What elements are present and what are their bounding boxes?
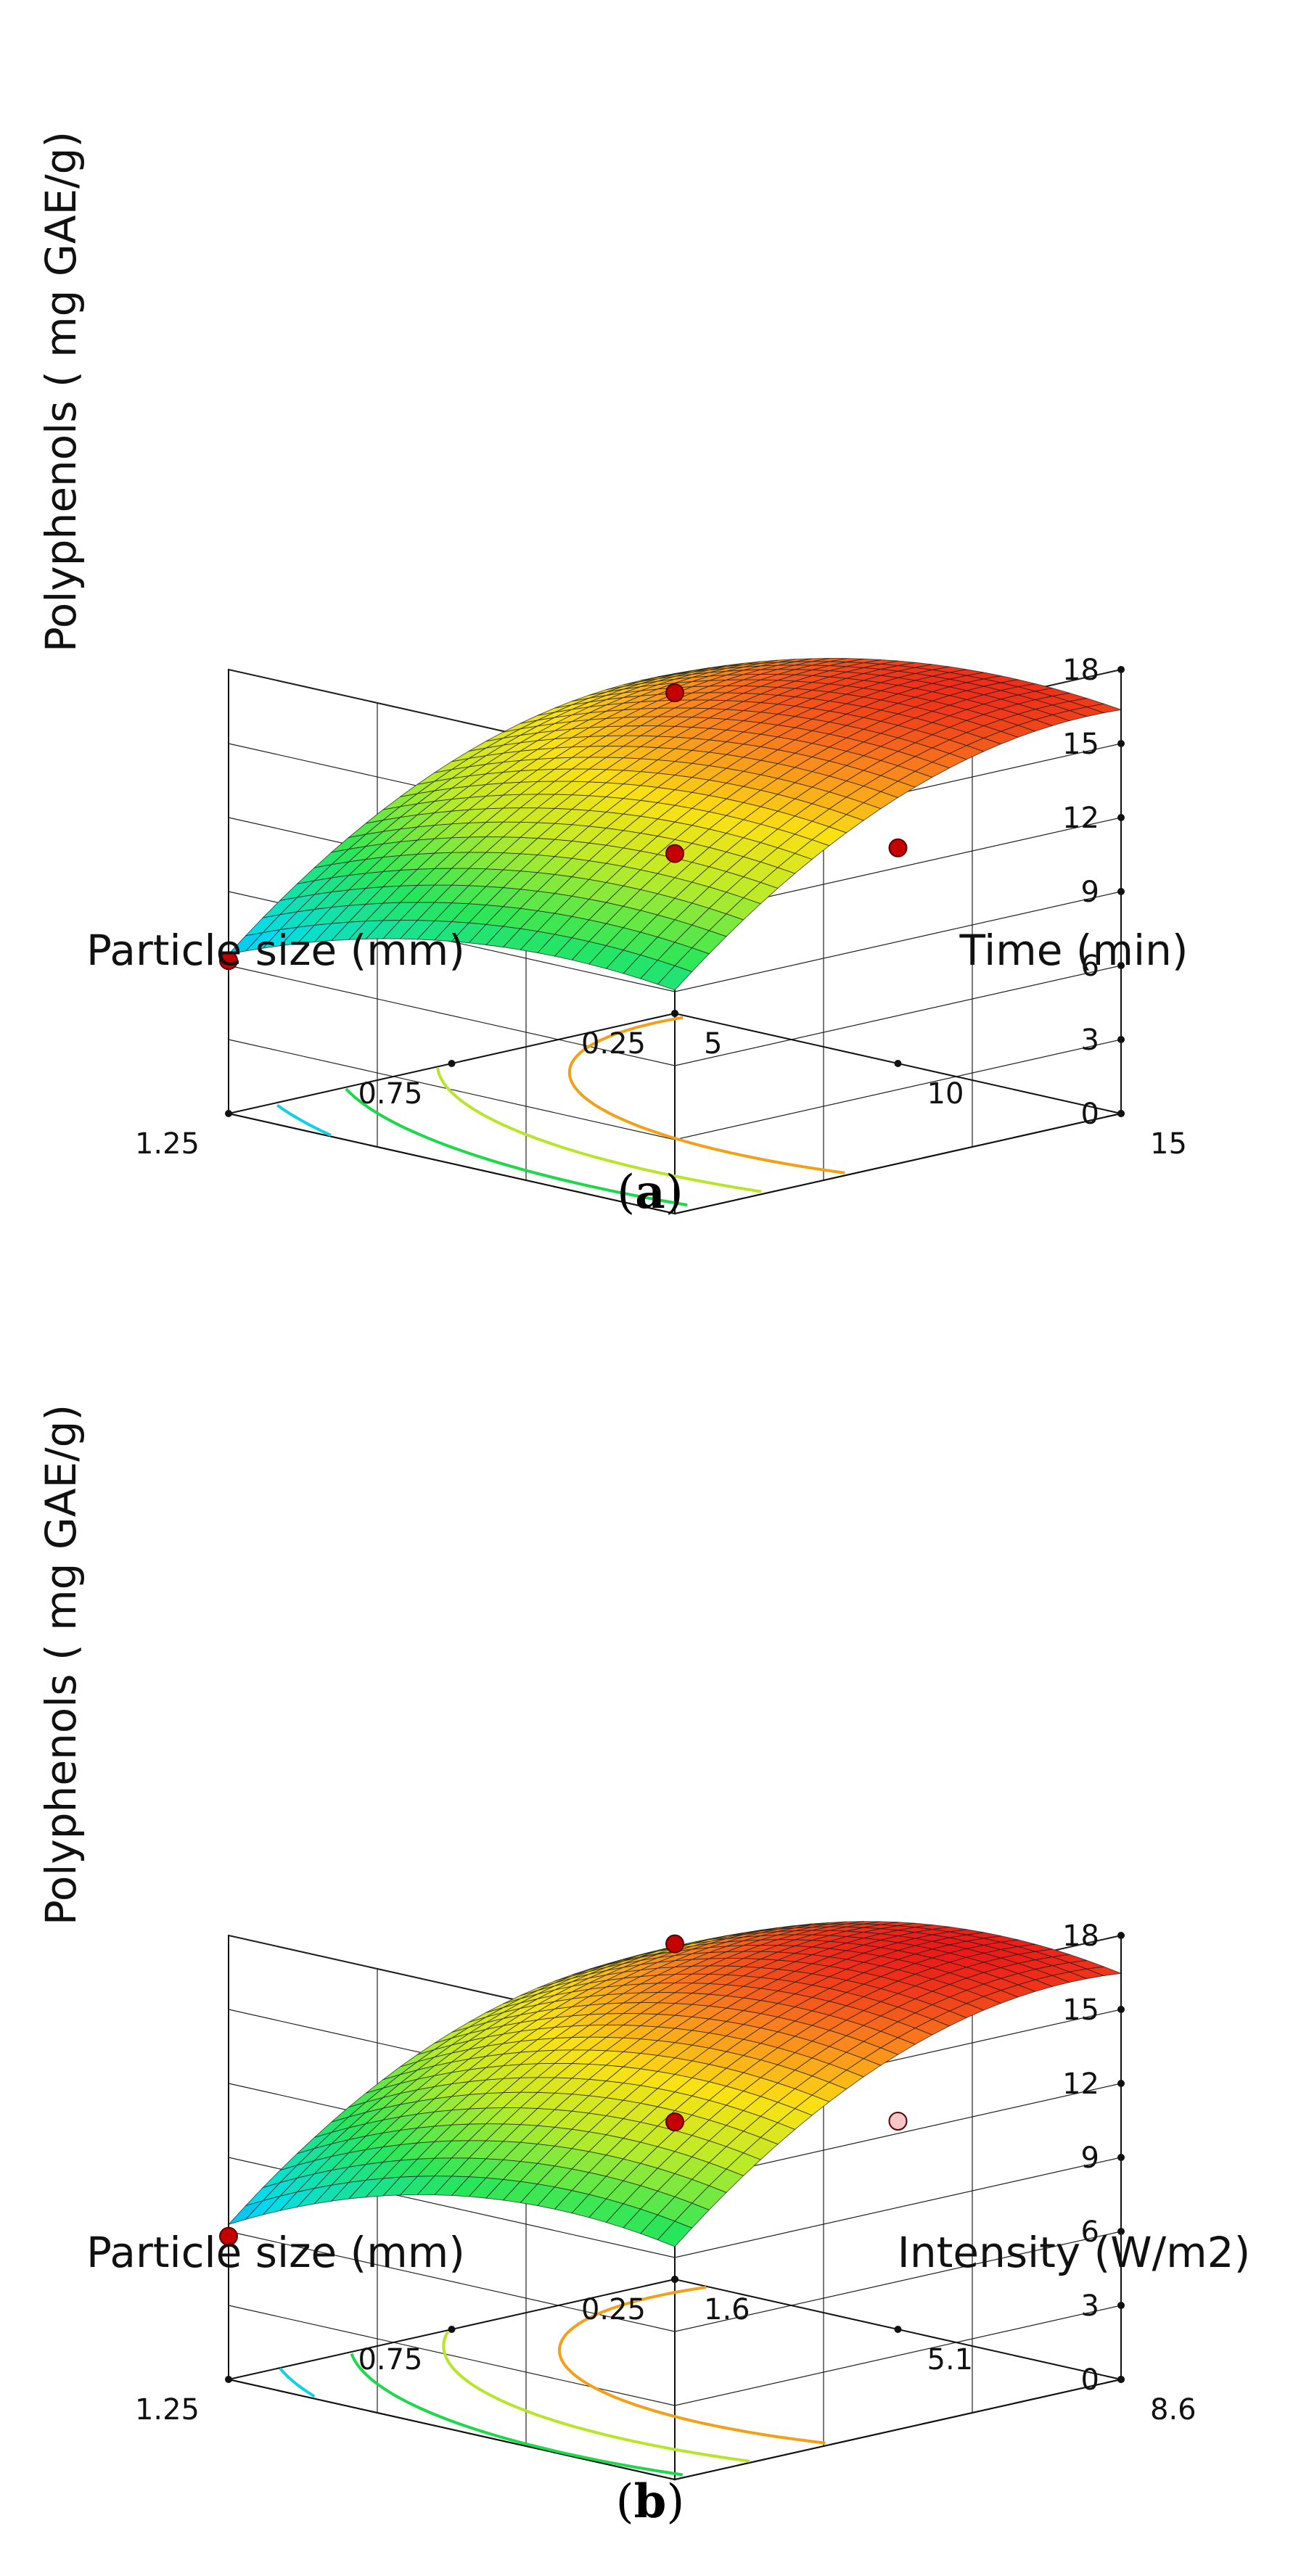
floor xyxy=(228,2278,1122,2481)
z-tick-mark xyxy=(1117,2154,1125,2161)
contour-line xyxy=(350,2353,684,2477)
z-tick-mark xyxy=(1117,814,1125,821)
surface-plot-a-svg: 0 3 6 9 12 15 18 1.25 0.75 0.25 5 10 15 Polyphenols … xyxy=(36,131,1189,1219)
contour-line xyxy=(345,1087,688,1207)
y-tick-mark xyxy=(671,1010,678,1017)
z-tick-mark xyxy=(1117,2006,1125,2013)
contours xyxy=(279,2286,826,2477)
design-point xyxy=(888,838,908,857)
y-tick-label: 1.6 xyxy=(704,2293,750,2326)
axis-ticks: 0 3 6 9 12 15 18 1.25 0.75 0.25 5 10 15 xyxy=(135,654,1187,1161)
y-axis-label: Intensity (W/m2) xyxy=(898,2228,1250,2277)
caption: (b) xyxy=(616,2474,685,2529)
z-tick-mark xyxy=(1117,1036,1125,1043)
z-tick-label: 6 xyxy=(1081,950,1099,983)
x-axis-label: Particle size (mm) xyxy=(86,2228,465,2277)
floor xyxy=(228,1012,1122,1215)
contour-line xyxy=(442,2331,750,2463)
design-point xyxy=(665,844,684,863)
z-tick-mark xyxy=(1117,2302,1125,2309)
surface-plot-b-svg: 0 3 6 9 12 15 18 1.25 0.75 0.25 1.6 5.1 8.6 Polyphen… xyxy=(36,1404,1250,2529)
z-tick-mark xyxy=(1117,2228,1125,2235)
surface-patch xyxy=(657,670,692,678)
z-tick-mark xyxy=(1117,962,1125,969)
z-tick-label: 15 xyxy=(1062,1993,1099,2027)
contour-line xyxy=(436,1067,762,1193)
axis-ticks: 0 3 6 9 12 15 18 1.25 0.75 0.25 1.6 5.1 8.6 xyxy=(135,1919,1197,2427)
wall-gridline xyxy=(228,2305,1122,2406)
y-tick-mark xyxy=(671,2276,678,2283)
design-point xyxy=(665,1934,684,1954)
x-tick-label: 1.25 xyxy=(135,1127,200,1161)
z-axis-label: Polyphenols ( mg GAE/g) xyxy=(36,131,86,652)
design-points xyxy=(219,683,908,971)
design-points xyxy=(219,1934,908,2246)
y-tick-label: 10 xyxy=(927,1077,964,1111)
design-point xyxy=(665,2112,684,2131)
design-point xyxy=(219,2226,238,2246)
z-tick-mark xyxy=(1117,888,1125,895)
z-tick-label: 0 xyxy=(1081,2363,1099,2397)
y-tick-mark xyxy=(894,2326,902,2333)
design-point xyxy=(888,2112,908,2131)
z-tick-label: 3 xyxy=(1081,2289,1099,2323)
z-tick-mark xyxy=(1117,666,1125,673)
z-tick-label: 18 xyxy=(1062,654,1099,687)
z-tick-label: 12 xyxy=(1062,802,1099,835)
x-tick-mark xyxy=(448,2326,456,2333)
design-point xyxy=(665,683,684,702)
wall-gridline xyxy=(228,965,1122,1066)
z-tick-mark xyxy=(1117,740,1125,747)
z-axis-label: Polyphenols ( mg GAE/g) xyxy=(36,1404,86,1925)
contours xyxy=(276,1016,845,1207)
x-tick-label: 0.75 xyxy=(358,2343,422,2377)
z-tick-label: 9 xyxy=(1081,876,1099,909)
z-tick-mark xyxy=(1117,2080,1125,2087)
x-tick-label: 0.25 xyxy=(581,1027,646,1061)
contour-line xyxy=(279,2367,316,2398)
z-tick-label: 3 xyxy=(1081,1024,1099,1057)
z-tick-label: 0 xyxy=(1081,1098,1099,1131)
y-tick-mark xyxy=(1117,2376,1125,2383)
z-tick-label: 12 xyxy=(1062,2067,1099,2101)
y-tick-label: 8.6 xyxy=(1150,2393,1197,2427)
design-point xyxy=(219,951,238,971)
surface-plot-b: 0 3 6 9 12 15 18 1.25 0.75 0.25 1.6 5.1 8.6 Polyphen… xyxy=(0,1288,1301,2576)
y-tick-label: 5.1 xyxy=(927,2343,974,2377)
y-tick-label: 15 xyxy=(1150,1127,1187,1161)
surface-plot-a: 0 3 6 9 12 15 18 1.25 0.75 0.25 5 10 15 Polyphenols … xyxy=(36,131,1189,1219)
z-tick-label: 6 xyxy=(1081,2215,1099,2249)
y-axis-label: Time (min) xyxy=(959,926,1188,975)
caption-letter: b xyxy=(634,2474,667,2529)
x-tick-label: 1.25 xyxy=(135,2393,200,2427)
x-axis-label: Particle size (mm) xyxy=(86,926,465,975)
x-tick-label: 0.25 xyxy=(581,2293,646,2326)
x-tick-mark xyxy=(225,1110,232,1117)
contour-line xyxy=(557,2286,826,2445)
x-tick-mark xyxy=(448,1060,456,1067)
surface xyxy=(227,1921,1123,2247)
z-tick-mark xyxy=(1117,1932,1125,1939)
contour-line xyxy=(276,1103,332,1137)
surface xyxy=(227,658,1123,991)
z-tick-label: 18 xyxy=(1062,1919,1099,1953)
x-tick-mark xyxy=(225,2376,232,2383)
x-tick-label: 0.75 xyxy=(358,1077,422,1111)
z-tick-label: 9 xyxy=(1081,2141,1099,2175)
wall-gridline xyxy=(228,2231,1122,2332)
contour-line xyxy=(567,1016,845,1174)
y-tick-label: 5 xyxy=(704,1027,722,1061)
caption-letter: a xyxy=(635,1165,665,1219)
z-tick-label: 15 xyxy=(1062,728,1099,761)
y-tick-mark xyxy=(1117,1110,1125,1117)
caption: (a) xyxy=(617,1165,683,1219)
y-tick-mark xyxy=(894,1060,902,1067)
